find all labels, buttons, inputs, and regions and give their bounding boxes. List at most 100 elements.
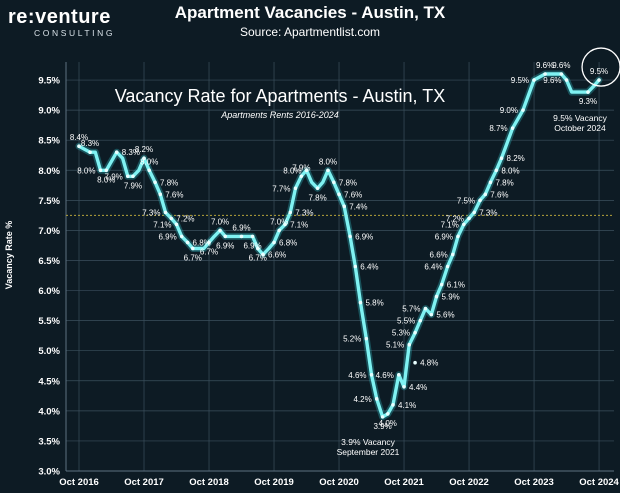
data-label: 4.1%	[398, 401, 416, 410]
data-point	[397, 372, 401, 377]
data-label: 6.8%	[279, 238, 297, 247]
data-label: 5.2%	[343, 335, 361, 344]
data-label: 7.9%	[292, 163, 310, 172]
data-point	[462, 222, 466, 227]
data-point	[418, 318, 423, 323]
data-point	[104, 168, 109, 173]
data-point	[169, 216, 174, 221]
data-label: 5.1%	[386, 341, 404, 350]
data-point	[185, 240, 190, 245]
data-point	[353, 264, 358, 269]
data-point	[532, 78, 536, 82]
data-point	[374, 397, 379, 401]
data-label: 7.8%	[339, 178, 357, 187]
data-point	[174, 222, 179, 227]
data-point	[153, 180, 157, 185]
data-label: 6.6%	[268, 250, 286, 259]
data-label: 9.6%	[552, 61, 570, 70]
data-point	[288, 210, 293, 215]
y-tick-label: 4.5%	[38, 376, 60, 387]
data-label: 5.6%	[436, 311, 454, 320]
data-label: 6.9%	[232, 223, 250, 232]
data-point	[439, 282, 444, 287]
y-tick-label: 7.5%	[38, 196, 60, 207]
x-tick-label: Oct 2019	[254, 477, 294, 488]
data-label: 7.9%	[124, 181, 142, 190]
header-source: Source: Apartmentlist.com	[239, 25, 381, 39]
data-label: 5.7%	[402, 305, 420, 314]
data-point	[499, 156, 504, 161]
data-label: 4.0%	[379, 419, 397, 428]
data-point	[239, 234, 244, 239]
data-point	[98, 168, 103, 173]
data-point	[293, 186, 298, 191]
data-point	[488, 180, 493, 185]
data-point	[456, 234, 460, 239]
high-annotation-line1: 9.5% Vacancy	[553, 113, 607, 123]
y-tick-label: 7.0%	[38, 226, 60, 237]
y-tick-label: 8.5%	[38, 136, 60, 147]
data-label: 5.8%	[365, 299, 383, 308]
data-point	[125, 174, 130, 179]
data-point	[391, 403, 395, 407]
data-point	[483, 192, 488, 197]
data-label: 7.8%	[160, 178, 178, 187]
data-label: 8.3%	[122, 148, 140, 157]
data-point	[88, 150, 92, 155]
data-label: 4.8%	[420, 359, 438, 368]
data-point	[586, 90, 590, 94]
data-label: 6.9%	[243, 241, 261, 250]
data-label: 8.0%	[140, 157, 158, 166]
data-point	[337, 192, 341, 197]
data-point	[564, 78, 569, 82]
data-label: 7.2%	[446, 214, 464, 223]
y-tick-label: 6.5%	[38, 256, 60, 267]
data-label: 3.9%	[373, 422, 391, 431]
data-label: 6.9%	[216, 241, 234, 250]
data-label: 7.1%	[153, 220, 171, 229]
data-label: 6.4%	[424, 263, 442, 272]
data-point	[218, 228, 222, 233]
data-label: 6.9%	[355, 232, 373, 241]
data-point	[114, 150, 119, 155]
data-label: 8.2%	[135, 145, 153, 154]
data-label: 8.2%	[507, 154, 525, 163]
data-point	[277, 228, 282, 233]
low-annotation-line2: September 2021	[336, 447, 400, 457]
data-point	[348, 234, 352, 239]
data-label: 6.9%	[435, 232, 453, 241]
data-label: 6.6%	[430, 250, 448, 259]
header-title: Apartment Vacancies - Austin, TX	[174, 3, 446, 22]
data-point	[158, 192, 163, 197]
data-point	[510, 126, 515, 130]
data-point	[364, 336, 369, 341]
logo-sub-text: CONSULTING	[34, 28, 116, 38]
data-label: 7.2%	[176, 214, 194, 223]
data-label: 6.7%	[200, 247, 218, 256]
data-label: 8.0%	[283, 166, 301, 175]
data-point	[369, 372, 374, 377]
data-label: 6.9%	[158, 232, 176, 241]
data-point	[380, 415, 385, 419]
data-label: 9.5%	[590, 67, 608, 76]
y-tick-label: 3.5%	[38, 436, 60, 447]
x-tick-label: Oct 2023	[514, 477, 554, 488]
data-point	[223, 234, 228, 239]
data-label: 8.0%	[97, 175, 115, 184]
data-label: 7.6%	[165, 190, 183, 199]
data-point	[467, 216, 471, 221]
data-point	[299, 174, 304, 179]
data-label: 6.7%	[184, 253, 202, 262]
data-point	[77, 144, 81, 149]
data-label: 5.9%	[442, 293, 460, 302]
x-tick-label: Oct 2022	[449, 477, 489, 488]
data-label: 7.3%	[479, 208, 497, 217]
x-tick-label: Oct 2021	[384, 477, 424, 488]
data-point	[402, 384, 406, 389]
data-label: 7.3%	[295, 208, 313, 217]
data-label: 8.4%	[70, 133, 88, 142]
data-label: 8.0%	[319, 157, 337, 166]
data-label: 9.5%	[511, 76, 529, 85]
